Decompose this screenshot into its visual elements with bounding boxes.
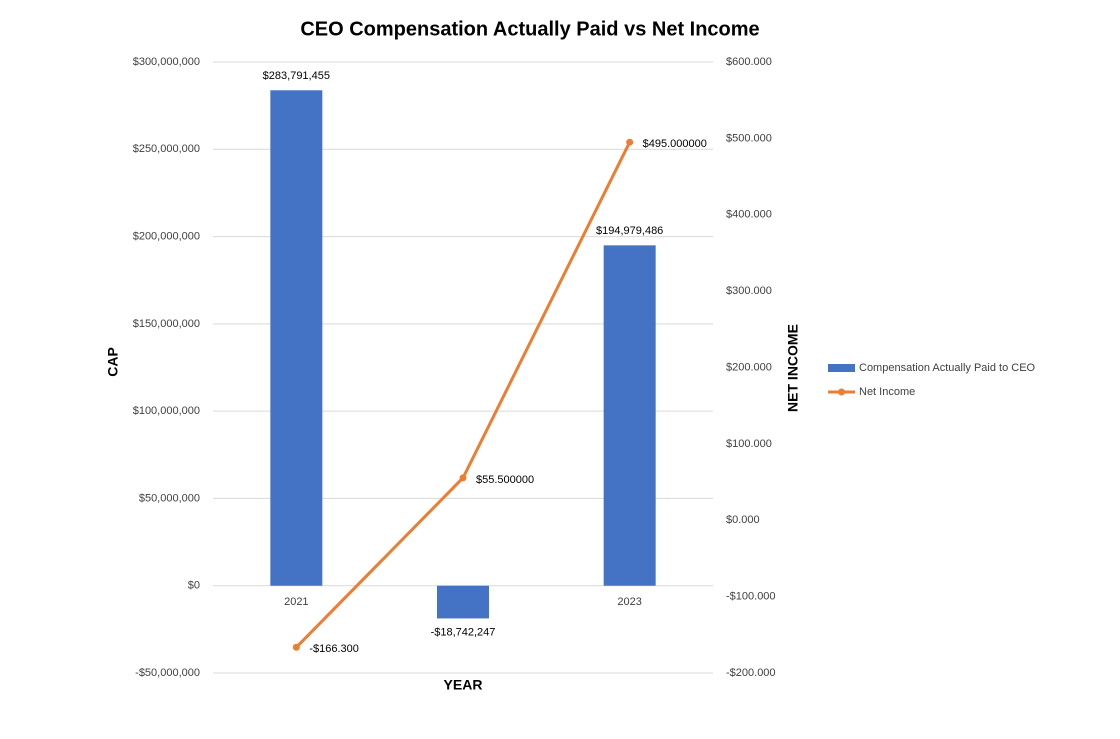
y2-tick-label: -$100.000	[726, 591, 776, 603]
y-tick-label: -$50,000,000	[135, 667, 200, 679]
y-tick-label: $300,000,000	[133, 56, 200, 68]
legend-label: Net Income	[859, 386, 915, 398]
data-label: -$18,742,247	[431, 626, 496, 638]
x-tick-label: 2023	[617, 596, 641, 608]
y2-tick-label: $0.000	[726, 514, 760, 526]
x-tick-label: 2021	[284, 596, 308, 608]
data-label: $194,979,486	[596, 225, 663, 237]
legend-label: Compensation Actually Paid to CEO	[859, 362, 1036, 374]
data-label: -$166.300	[309, 643, 359, 655]
x-axis-title: YEAR	[444, 677, 483, 693]
line	[295, 141, 632, 649]
y2-tick-label: $300.000	[726, 285, 772, 297]
y-tick-label: $250,000,000	[133, 143, 200, 155]
bar	[437, 585, 489, 619]
line-marker	[459, 474, 467, 482]
line-marker	[626, 138, 634, 146]
line-marker	[292, 643, 300, 651]
data-label: $495.000000	[643, 138, 707, 150]
y2-tick-label: -$200.000	[726, 667, 776, 679]
y2-tick-label: $400.000	[726, 209, 772, 221]
y2-tick-label: $100.000	[726, 438, 772, 450]
y-tick-label: $200,000,000	[133, 230, 200, 242]
y2-axis-title: NET INCOME	[785, 324, 801, 412]
bar	[270, 90, 323, 586]
y-axis-title: CAP	[105, 347, 121, 377]
y2-tick-label: $500.000	[726, 132, 772, 144]
y-tick-label: $100,000,000	[133, 405, 200, 417]
legend-swatch	[828, 364, 855, 372]
chart-title: CEO Compensation Actually Paid vs Net In…	[300, 18, 759, 40]
y-tick-label: $50,000,000	[139, 492, 200, 504]
y-tick-label: $0	[188, 580, 200, 592]
data-label: $283,791,455	[263, 70, 330, 82]
bar	[603, 245, 656, 586]
legend-swatch	[838, 388, 845, 396]
y-tick-label: $150,000,000	[133, 318, 200, 330]
y2-tick-label: $200.000	[726, 361, 772, 373]
y2-tick-label: $600.000	[726, 56, 772, 68]
data-label: $55.500000	[476, 474, 534, 486]
